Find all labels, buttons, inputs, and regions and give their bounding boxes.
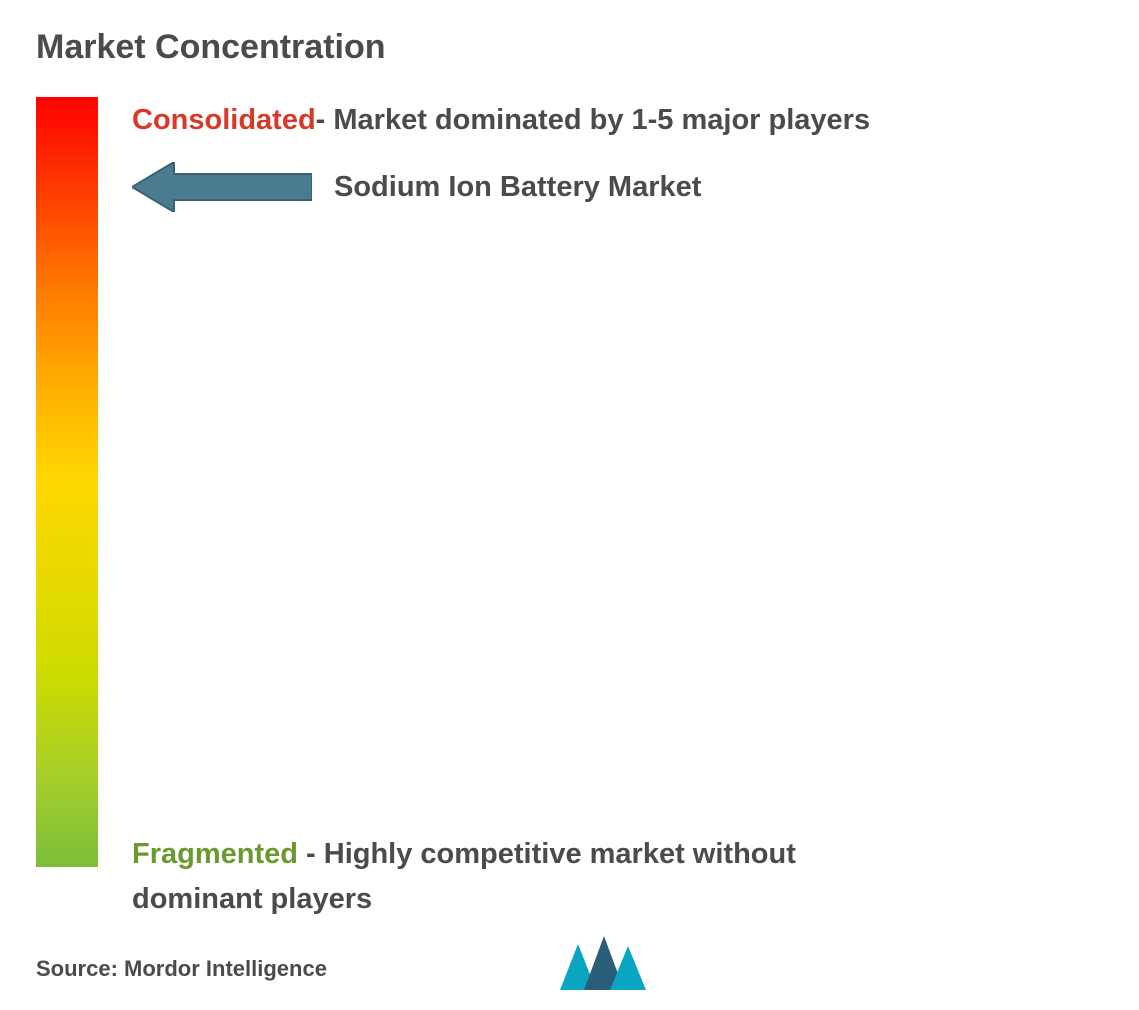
consolidated-highlight: Consolidated	[132, 104, 316, 136]
fragmented-label: Fragmented - Highly competitive market w…	[132, 832, 892, 922]
market-pointer-row: Sodium Ion Battery Market	[132, 162, 1103, 212]
title: Market Concentration	[36, 28, 1103, 67]
consolidated-description: - Market dominated by 1-5 major players	[316, 104, 870, 136]
labels-column: Consolidated- Market dominated by 1-5 ma…	[132, 97, 1103, 922]
mordor-logo-icon	[560, 936, 646, 990]
fragmented-highlight: Fragmented	[132, 838, 298, 870]
source-attribution: Source: Mordor Intelligence	[36, 956, 327, 982]
consolidated-label: Consolidated- Market dominated by 1-5 ma…	[132, 101, 1103, 140]
diagram-area: Consolidated- Market dominated by 1-5 ma…	[36, 97, 1103, 922]
market-pointer-arrow-icon	[132, 162, 312, 212]
market-pointer-label: Sodium Ion Battery Market	[334, 171, 701, 204]
concentration-gradient-bar	[36, 97, 98, 867]
